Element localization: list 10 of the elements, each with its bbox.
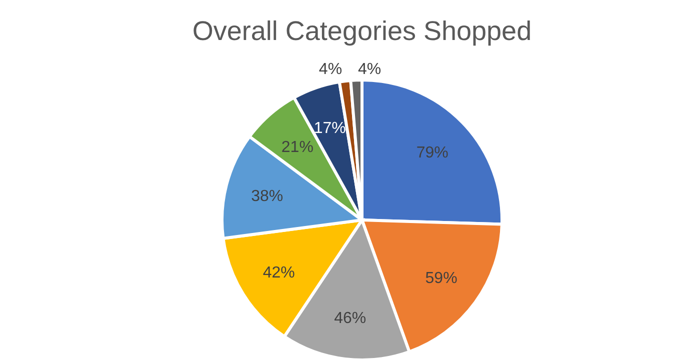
data-label: 21%	[281, 138, 314, 156]
data-label: 4%	[358, 61, 382, 78]
data-label: 17%	[314, 120, 346, 138]
data-label: 46%	[334, 310, 366, 327]
data-label: 79%	[416, 144, 448, 162]
data-label: 38%	[251, 188, 284, 206]
data-label: 42%	[262, 264, 295, 282]
data-label: 4%	[318, 61, 342, 78]
data-label: 59%	[425, 270, 458, 288]
chart-title: Overall Categories Shopped	[192, 16, 532, 46]
